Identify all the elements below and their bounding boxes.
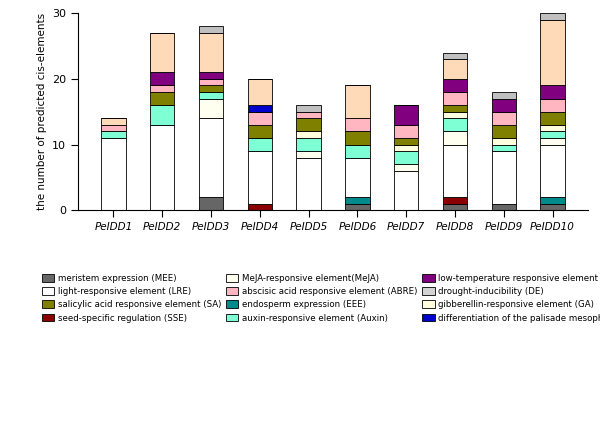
Bar: [199, 85, 223, 92]
Bar: [199, 99, 223, 118]
Bar: [199, 33, 223, 72]
Bar: [296, 158, 321, 210]
Legend: meristem expression (MEE), light-responsive element (LRE), salicylic acid respon: meristem expression (MEE), light-respons…: [41, 274, 600, 323]
Bar: [150, 72, 175, 85]
Bar: [345, 145, 370, 158]
Bar: [296, 105, 321, 112]
Bar: [345, 131, 370, 145]
Bar: [541, 138, 565, 145]
Bar: [541, 13, 565, 20]
Bar: [248, 151, 272, 204]
Bar: [491, 112, 516, 125]
Bar: [541, 125, 565, 131]
Bar: [443, 105, 467, 112]
Bar: [199, 118, 223, 197]
Y-axis label: the number of predicted cis-elements: the number of predicted cis-elements: [37, 13, 47, 210]
Bar: [199, 92, 223, 99]
Bar: [394, 105, 418, 125]
Bar: [150, 85, 175, 92]
Bar: [150, 105, 175, 125]
Bar: [443, 204, 467, 210]
Bar: [491, 138, 516, 145]
Bar: [491, 145, 516, 151]
Bar: [541, 131, 565, 138]
Bar: [150, 92, 175, 105]
Bar: [296, 138, 321, 151]
Bar: [296, 118, 321, 131]
Bar: [443, 145, 467, 197]
Bar: [101, 138, 125, 210]
Bar: [248, 138, 272, 151]
Bar: [248, 112, 272, 125]
Bar: [101, 131, 125, 138]
Bar: [101, 125, 125, 131]
Bar: [248, 204, 272, 210]
Bar: [248, 105, 272, 112]
Bar: [394, 145, 418, 151]
Bar: [443, 79, 467, 92]
Bar: [541, 204, 565, 210]
Bar: [199, 72, 223, 79]
Bar: [199, 197, 223, 210]
Bar: [248, 125, 272, 138]
Bar: [491, 99, 516, 112]
Bar: [394, 151, 418, 164]
Bar: [443, 92, 467, 105]
Bar: [443, 118, 467, 131]
Bar: [296, 131, 321, 138]
Bar: [491, 204, 516, 210]
Bar: [296, 112, 321, 118]
Bar: [345, 204, 370, 210]
Bar: [541, 20, 565, 85]
Bar: [443, 131, 467, 145]
Bar: [394, 138, 418, 145]
Bar: [491, 92, 516, 99]
Bar: [443, 112, 467, 118]
Bar: [541, 99, 565, 112]
Bar: [443, 59, 467, 79]
Bar: [150, 125, 175, 210]
Bar: [541, 112, 565, 125]
Bar: [345, 158, 370, 197]
Bar: [199, 26, 223, 33]
Bar: [345, 85, 370, 118]
Bar: [345, 118, 370, 131]
Bar: [150, 33, 175, 72]
Bar: [296, 151, 321, 158]
Bar: [541, 197, 565, 204]
Bar: [541, 145, 565, 197]
Bar: [394, 125, 418, 138]
Bar: [541, 85, 565, 99]
Bar: [248, 79, 272, 105]
Bar: [199, 79, 223, 85]
Bar: [443, 197, 467, 204]
Bar: [491, 151, 516, 204]
Bar: [394, 164, 418, 171]
Bar: [443, 53, 467, 59]
Bar: [101, 118, 125, 125]
Bar: [345, 197, 370, 204]
Bar: [491, 125, 516, 138]
Bar: [394, 171, 418, 210]
